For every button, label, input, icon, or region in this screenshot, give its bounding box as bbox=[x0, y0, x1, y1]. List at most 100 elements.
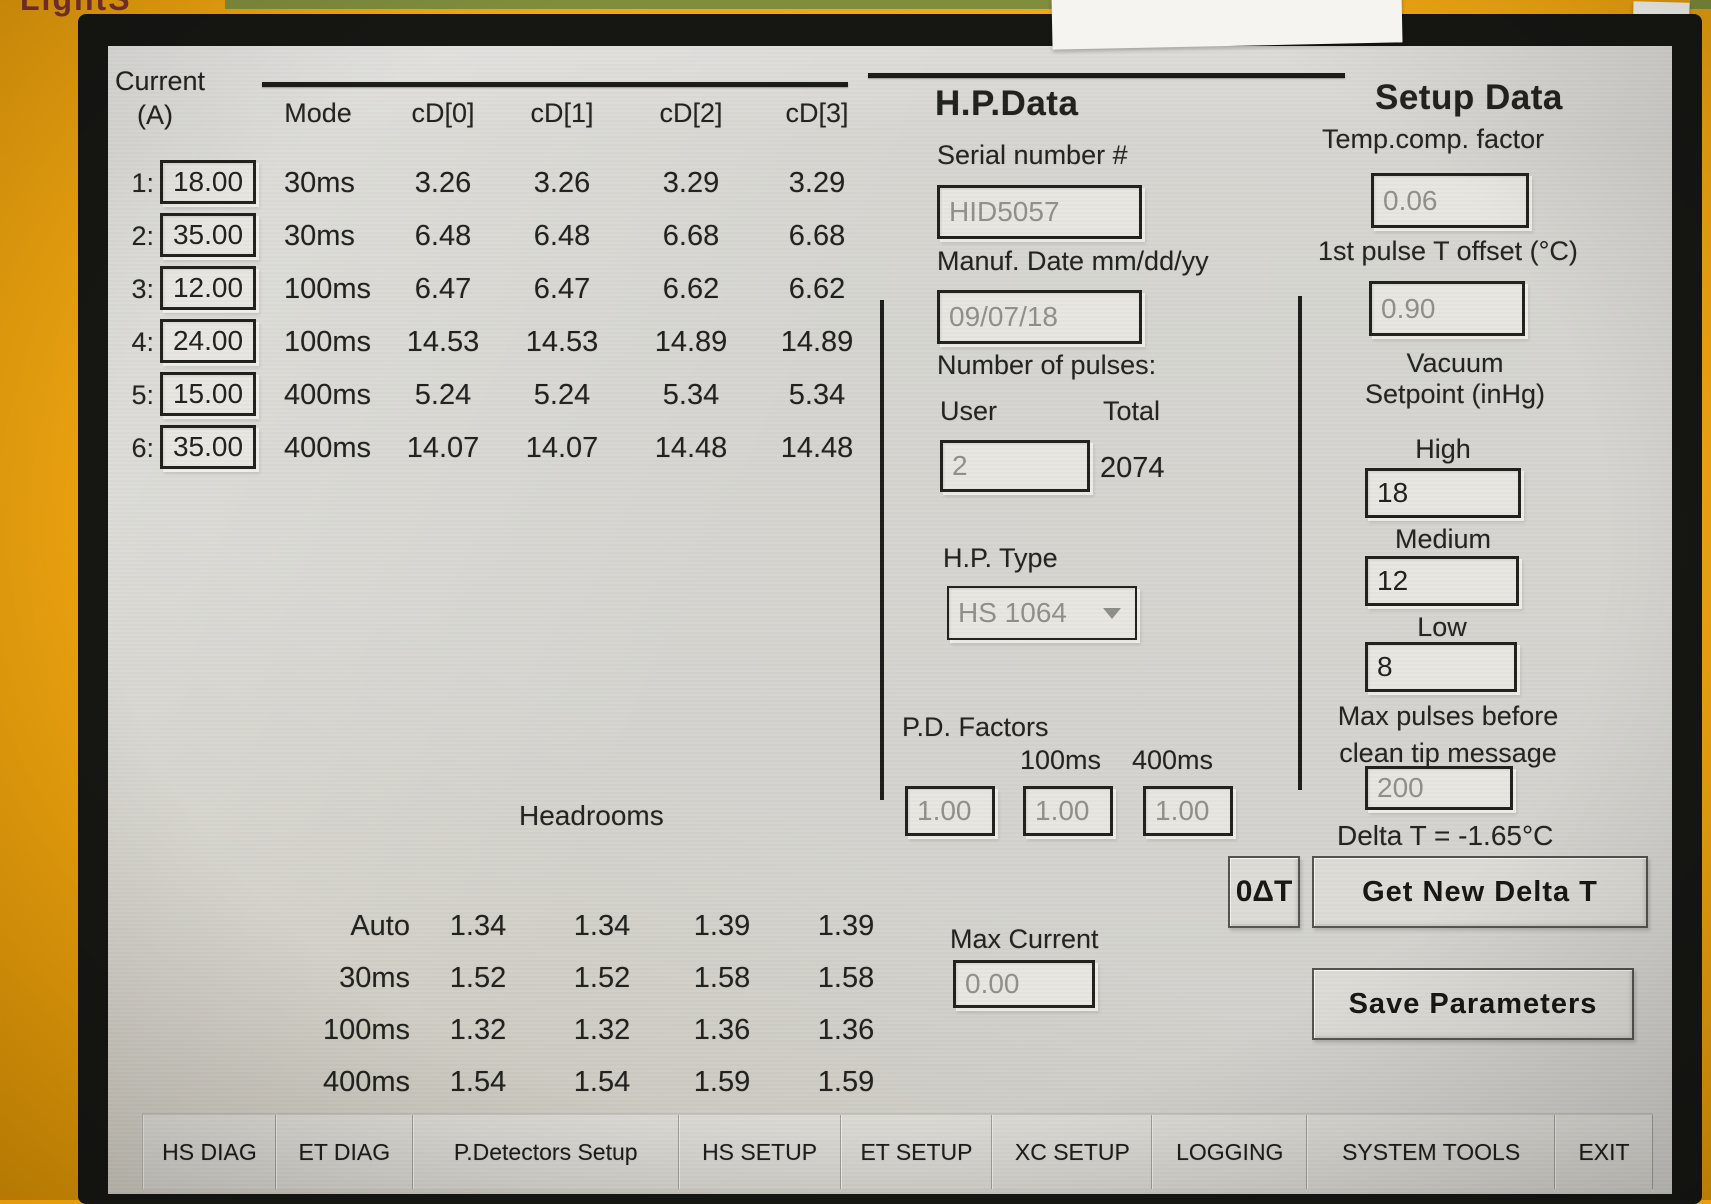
headroom-v2: 1.59 bbox=[693, 1066, 751, 1098]
vacuum-medium-input[interactable]: 12 bbox=[1365, 556, 1519, 606]
col-header-cd3: cD[3] bbox=[785, 98, 849, 128]
zero-delta-t-button[interactable]: 0ΔT bbox=[1228, 856, 1300, 928]
tab-p-detectors-setup[interactable]: P.Detectors Setup bbox=[412, 1115, 679, 1189]
vacuum-high-input[interactable]: 18 bbox=[1365, 468, 1521, 518]
cd2-value: 5.34 bbox=[662, 379, 720, 411]
chevron-down-icon bbox=[1103, 608, 1121, 619]
max-pulses-label: Max pulses before clean tip message bbox=[1308, 698, 1588, 772]
headroom-v2: 1.36 bbox=[693, 1014, 751, 1046]
cd2-value: 3.29 bbox=[662, 167, 720, 199]
mode-value: 400ms bbox=[284, 379, 372, 411]
current-value: 18.00 bbox=[172, 166, 244, 197]
pd-factor-value: 1.00 bbox=[1035, 795, 1090, 826]
tab-system-tools[interactable]: SYSTEM TOOLS bbox=[1307, 1115, 1556, 1189]
headroom-label: Auto bbox=[350, 910, 410, 942]
table-row: 4: 24.00 100ms 14.53 14.53 14.89 14.89 bbox=[108, 319, 1008, 367]
vacuum-label-line2: Setpoint (inHg) bbox=[1364, 379, 1546, 409]
max-pulses-input[interactable]: 200 bbox=[1365, 766, 1513, 810]
t-offset-label: 1st pulse T offset (°C) bbox=[1318, 236, 1578, 266]
current-unit-label: (A) bbox=[137, 100, 173, 130]
current-input[interactable]: 18.00 bbox=[160, 160, 256, 204]
headroom-v0: 1.54 bbox=[449, 1066, 507, 1098]
pd-col-400ms-label: 400ms bbox=[1132, 745, 1214, 775]
user-pulses-input[interactable]: 2 bbox=[940, 440, 1090, 492]
current-value: 35.00 bbox=[172, 431, 244, 462]
row-index: 5: bbox=[131, 380, 154, 410]
total-pulses-label: Total bbox=[1103, 396, 1161, 426]
user-pulses-value: 2 bbox=[952, 450, 968, 481]
manuf-date-input[interactable]: 09/07/18 bbox=[937, 290, 1142, 344]
current-input[interactable]: 24.00 bbox=[160, 319, 256, 363]
headroom-v2: 1.58 bbox=[693, 962, 751, 994]
headroom-v1: 1.34 bbox=[573, 910, 631, 942]
divider-right bbox=[1298, 296, 1302, 790]
hp-type-dropdown[interactable]: HS 1064 bbox=[947, 586, 1137, 640]
t-offset-value: 0.90 bbox=[1381, 292, 1436, 324]
vacuum-medium-label: Medium bbox=[1394, 524, 1492, 554]
cd0-value: 6.47 bbox=[414, 273, 472, 305]
setup-data-title: Setup Data bbox=[1375, 78, 1563, 117]
max-pulses-label-line1: Max pulses before bbox=[1337, 701, 1559, 731]
temp-comp-input[interactable]: 0.06 bbox=[1371, 173, 1529, 228]
current-input[interactable]: 35.00 bbox=[160, 213, 256, 257]
hp-type-value: HS 1064 bbox=[958, 597, 1067, 628]
headroom-row: 30ms 1.52 1.52 1.58 1.58 bbox=[108, 962, 1008, 1002]
row-index: 6: bbox=[131, 433, 154, 463]
bezel-green-strip bbox=[225, 0, 1060, 9]
current-input[interactable]: 15.00 bbox=[160, 372, 256, 416]
vacuum-low-input[interactable]: 8 bbox=[1365, 642, 1517, 692]
max-current-value: 0.00 bbox=[965, 968, 1020, 999]
t-offset-input[interactable]: 0.90 bbox=[1369, 281, 1525, 336]
vacuum-high-label: High bbox=[1415, 434, 1471, 464]
cd2-value: 6.62 bbox=[662, 273, 720, 305]
cd2-value: 14.89 bbox=[654, 326, 728, 358]
pd-factor-input-base[interactable]: 1.00 bbox=[905, 786, 995, 836]
tab-logging[interactable]: LOGGING bbox=[1152, 1115, 1308, 1189]
pd-factor-value: 1.00 bbox=[1155, 795, 1210, 826]
headroom-row: 400ms 1.54 1.54 1.59 1.59 bbox=[108, 1066, 1008, 1106]
temp-comp-value: 0.06 bbox=[1383, 184, 1438, 216]
headroom-v2: 1.39 bbox=[693, 910, 751, 942]
pd-factors-label: P.D. Factors bbox=[902, 712, 1049, 742]
vacuum-setpoint-label: Vacuum Setpoint (inHg) bbox=[1330, 348, 1580, 410]
cd1-value: 6.48 bbox=[533, 220, 591, 252]
max-pulses-label-line2: clean tip message bbox=[1339, 738, 1557, 768]
row-index: 4: bbox=[131, 327, 154, 357]
pd-col-100ms-label: 100ms bbox=[1020, 745, 1102, 775]
pd-factor-input-400ms[interactable]: 1.00 bbox=[1143, 786, 1233, 836]
tab-hs-diag[interactable]: HS DIAG bbox=[143, 1115, 276, 1189]
max-current-input[interactable]: 0.00 bbox=[953, 960, 1095, 1008]
pd-factor-input-100ms[interactable]: 1.00 bbox=[1023, 786, 1113, 836]
tab-exit[interactable]: EXIT bbox=[1555, 1115, 1653, 1189]
current-input[interactable]: 35.00 bbox=[160, 425, 256, 469]
current-value: 35.00 bbox=[172, 219, 244, 250]
tab-xc-setup[interactable]: XC SETUP bbox=[992, 1115, 1153, 1189]
headroom-label: 400ms bbox=[322, 1066, 410, 1098]
headroom-label: 30ms bbox=[339, 962, 410, 994]
table-row: 2: 35.00 30ms 6.48 6.48 6.68 6.68 bbox=[108, 213, 1008, 261]
current-value: 24.00 bbox=[172, 325, 244, 356]
user-pulses-label: User bbox=[940, 396, 998, 426]
headroom-label: 100ms bbox=[322, 1014, 410, 1046]
tab-et-diag[interactable]: ET DIAG bbox=[275, 1115, 413, 1189]
tab-et-setup[interactable]: ET SETUP bbox=[840, 1115, 993, 1189]
cd3-value: 5.34 bbox=[788, 379, 846, 411]
serial-number-input[interactable]: HID5057 bbox=[937, 185, 1142, 239]
cd3-value: 6.68 bbox=[788, 220, 846, 252]
bezel-green-strip-right bbox=[1690, 0, 1711, 9]
headroom-v0: 1.34 bbox=[449, 910, 507, 942]
get-new-delta-t-button[interactable]: Get New Delta T bbox=[1312, 856, 1648, 928]
max-pulses-value: 200 bbox=[1377, 772, 1424, 803]
cd0-value: 14.53 bbox=[406, 326, 480, 358]
headroom-v1: 1.54 bbox=[573, 1066, 631, 1098]
save-parameters-button[interactable]: Save Parameters bbox=[1312, 968, 1634, 1040]
tab-hs-setup[interactable]: HS SETUP bbox=[678, 1115, 841, 1189]
cd0-value: 6.48 bbox=[414, 220, 472, 252]
current-input[interactable]: 12.00 bbox=[160, 266, 256, 310]
col-header-cd2: cD[2] bbox=[659, 98, 723, 128]
cd1-value: 6.47 bbox=[533, 273, 591, 305]
current-value: 12.00 bbox=[172, 272, 244, 303]
manuf-date-label: Manuf. Date mm/dd/yy bbox=[937, 246, 1209, 276]
col-header-mode: Mode bbox=[284, 98, 352, 128]
headroom-v3: 1.36 bbox=[817, 1014, 875, 1046]
